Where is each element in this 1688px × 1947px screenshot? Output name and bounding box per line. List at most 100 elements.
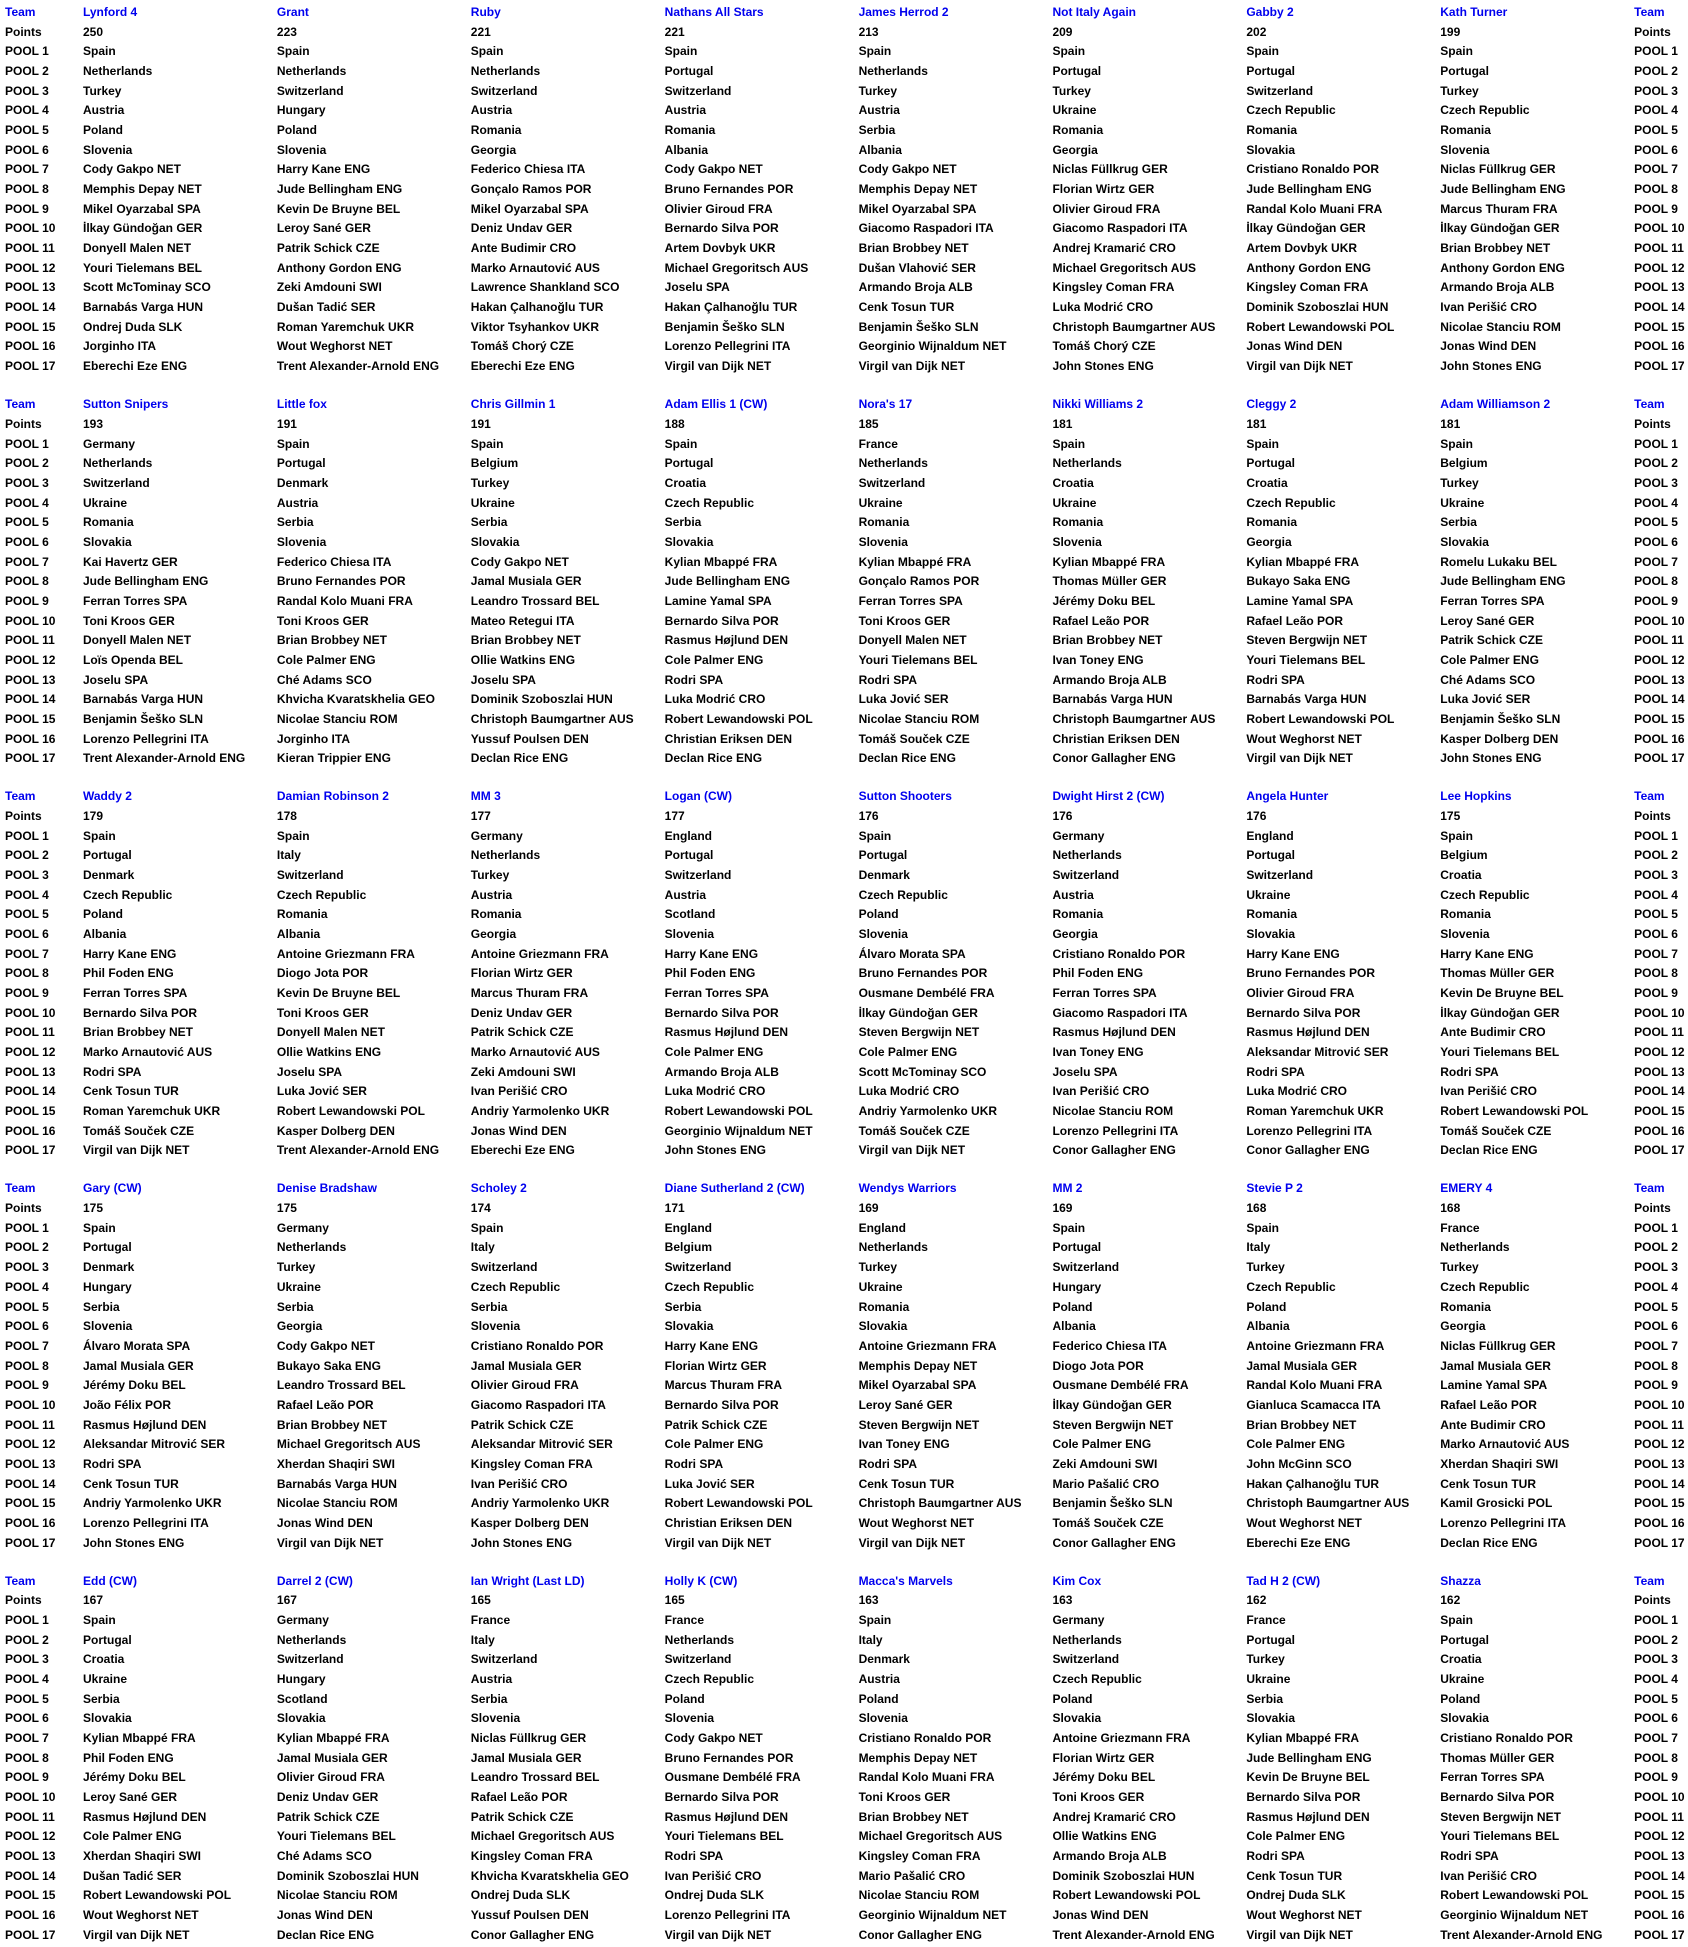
pick-cell: Netherlands [858,1240,928,1255]
pick-cell: İlkay Gündoğan GER [1246,221,1366,236]
team-name: Kim Cox [1052,1573,1102,1588]
pick-cell: Cole Palmer ENG [1246,1437,1346,1452]
pick-cell: Steven Bergwijn NET [1052,1417,1174,1432]
pick-cell: Hakan Çalhanoğlu TUR [1246,1476,1380,1491]
pool-row-label-left: POOL 10 [5,1005,56,1020]
pick-cell: Toni Kroos GER [83,613,175,628]
pick-cell: Rasmus Højlund DEN [83,1417,207,1432]
pick-cell: Denmark [83,1260,135,1275]
pick-cell: Switzerland [276,83,344,98]
pick-cell: Slovenia [83,142,133,157]
pick-cell: Spain [276,436,310,451]
team-name: Gabby 2 [1246,5,1294,19]
pool-row-label-left: POOL 14 [5,1476,56,1491]
pick-cell: Czech Republic [664,495,755,510]
pick-cell: Marko Arnautović AUS [83,1045,213,1060]
pick-cell: Germany [276,1612,329,1627]
pick-cell: Gianluca Scamacca ITA [1246,1397,1381,1412]
pick-cell: Ukraine [858,495,903,510]
pool-row-label-left: POOL 7 [5,162,49,177]
team-name: Nikki Williams 2 [1052,397,1144,412]
pick-cell: Ante Budimir CRO [470,241,577,256]
pick-cell: Conor Gallagher ENG [858,1927,982,1942]
pick-cell: Croatia [1440,1652,1482,1667]
pick-cell: Jonas Wind DEN [1440,339,1537,354]
pool-row-label-right: POOL 4 [1634,1279,1678,1294]
pick-cell: Kasper Dolberg DEN [276,1123,395,1138]
pick-cell: Georginio Wijnaldum NET [858,339,1007,354]
pool-row-label-left: POOL 3 [5,83,49,98]
pick-cell: Spain [1246,436,1280,451]
pick-cell: Ivan Perišić CRO [1052,1084,1150,1099]
pick-cell: Austria [83,103,125,118]
pick-cell: Nicolae Stanciu ROM [858,711,980,726]
pick-cell: Slovakia [470,534,520,549]
pick-cell: Marcus Thuram FRA [470,986,589,1001]
pick-cell: Georginio Wijnaldum NET [664,1123,813,1138]
pick-cell: Zeki Amdouni SWI [276,280,382,295]
pick-cell: Rasmus Højlund DEN [664,1809,789,1824]
pool-row-label-right: POOL 4 [1634,887,1678,902]
pool-row-label-right: POOL 3 [1634,1260,1678,1275]
pick-cell: John Stones ENG [664,1143,767,1158]
points-value: 188 [664,416,685,431]
pick-cell: Tomáš Souček CZE [858,731,970,746]
pick-cell: Romania [1052,123,1104,138]
pick-cell: Hungary [83,1279,132,1294]
pool-row-label-left: POOL 14 [5,300,56,315]
pick-cell: Michael Gregoritsch AUS [858,1829,1003,1844]
pick-cell: Leroy Sané GER [276,221,371,236]
pick-cell: Mikel Oyarzabal SPA [858,1378,977,1393]
pick-cell: Andriy Yarmolenko UKR [858,1104,998,1119]
pool-row-label-left: POOL 17 [5,359,56,374]
pool-row-label-left: POOL 6 [5,534,49,549]
pool-row-label-right: POOL 17 [1634,1143,1685,1158]
pool-row-label-right: POOL 11 [1634,1417,1684,1432]
pick-cell: Spain [858,44,892,59]
pool-row-label-left: POOL 12 [5,652,56,667]
pick-cell: Jérémy Doku BEL [83,1378,186,1393]
pick-cell: Austria [276,495,319,510]
pick-cell: Robert Lewandowski POL [1246,319,1395,334]
pick-cell: Albania [276,927,321,942]
pool-row-label-left: POOL 8 [5,1358,49,1373]
pool-row-label-left: POOL 13 [5,280,56,295]
pick-cell: Cole Palmer ENG [858,1045,958,1060]
pick-cell: Spain [83,1220,116,1235]
pick-cell: Aleksandar Mitrović SER [470,1437,613,1452]
pick-cell: Ukraine [858,1279,903,1294]
points-value: 221 [470,24,491,39]
pick-cell: Kieran Trippier ENG [276,751,391,766]
pick-cell: Hungary [1052,1279,1102,1294]
pick-cell: Spain [83,1612,116,1627]
pick-cell: Romania [470,123,522,138]
pool-row-label-right: POOL 9 [1634,986,1678,1001]
pick-cell: Leroy Sané GER [1440,613,1535,628]
pick-cell: Brian Brobbey NET [276,1417,387,1432]
pick-cell: Kylian Mbappé FRA [1052,554,1166,569]
pick-cell: Andriy Yarmolenko UKR [470,1104,610,1119]
pick-cell: Portugal [664,64,714,79]
pick-cell: Christian Eriksen DEN [664,1515,793,1530]
pick-cell: Ante Budimir CRO [1440,1417,1546,1432]
pick-cell: Jonas Wind DEN [276,1515,373,1530]
pool-row-label-left: POOL 14 [5,692,56,707]
points-value: 176 [1052,808,1073,823]
pick-cell: Trent Alexander-Arnold ENG [1052,1927,1215,1942]
pick-cell: Slovenia [276,142,327,157]
team-name: Edd (CW) [83,1573,137,1588]
pool-row-label-right: POOL 17 [1634,751,1685,766]
team-row-label-right: Team [1634,397,1665,412]
pick-cell: Slovakia [1246,1711,1296,1726]
pick-cell: Rasmus Højlund DEN [1052,1025,1176,1040]
pool-row-label-left: POOL 10 [5,1397,56,1412]
pick-cell: Phil Foden ENG [83,966,174,981]
pick-cell: Rodri SPA [1440,1064,1499,1079]
pick-cell: Germany [83,436,136,451]
pick-cell: Jude Bellingham ENG [664,574,791,589]
pick-cell: Steven Bergwijn NET [858,1025,980,1040]
pick-cell: Portugal [1246,64,1296,79]
pick-cell: Lorenzo Pellegrini ITA [1440,1515,1567,1530]
pick-cell: Florian Wirtz GER [664,1358,767,1373]
points-row-label-left: Points [5,416,42,431]
